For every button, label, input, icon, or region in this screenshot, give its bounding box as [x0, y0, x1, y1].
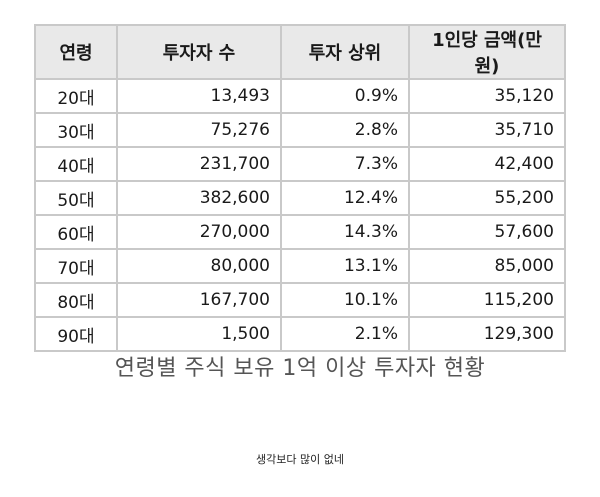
cell-amount-per-person: 129,300 — [408, 316, 566, 352]
cell-age: 90대 — [34, 316, 118, 352]
cell-investor-count: 231,700 — [116, 146, 282, 182]
table-row: 60대 270,000 14.3% 57,600 — [34, 214, 566, 250]
cell-amount-per-person: 115,200 — [408, 282, 566, 318]
cell-amount-per-person: 35,120 — [408, 78, 566, 114]
table-row: 90대 1,500 2.1% 129,300 — [34, 316, 566, 352]
cell-age: 30대 — [34, 112, 118, 148]
table-header-row: 연령 투자자 수 투자 상위 1인당 금액(만원) — [34, 24, 566, 80]
cell-age: 50대 — [34, 180, 118, 216]
table-row: 50대 382,600 12.4% 55,200 — [34, 180, 566, 216]
cell-age: 80대 — [34, 282, 118, 318]
post-comment: 생각보다 많이 없네 — [256, 453, 344, 466]
header-amount-per-person: 1인당 금액(만원) — [408, 24, 566, 80]
cell-amount-per-person: 85,000 — [408, 248, 566, 284]
table-row: 20대 13,493 0.9% 35,120 — [34, 78, 566, 114]
table-caption: 연령별 주식 보유 1억 이상 투자자 현황 — [114, 356, 486, 381]
cell-investment-rank: 14.3% — [280, 214, 410, 250]
cell-investment-rank: 2.8% — [280, 112, 410, 148]
cell-investor-count: 13,493 — [116, 78, 282, 114]
cell-age: 40대 — [34, 146, 118, 182]
cell-age: 20대 — [34, 78, 118, 114]
header-age: 연령 — [34, 24, 118, 80]
table-row: 80대 167,700 10.1% 115,200 — [34, 282, 566, 318]
cell-investment-rank: 7.3% — [280, 146, 410, 182]
cell-investor-count: 80,000 — [116, 248, 282, 284]
header-investment-rank: 투자 상위 — [280, 24, 410, 80]
table-row: 40대 231,700 7.3% 42,400 — [34, 146, 566, 182]
cell-amount-per-person: 35,710 — [408, 112, 566, 148]
cell-amount-per-person: 55,200 — [408, 180, 566, 216]
table-row: 70대 80,000 13.1% 85,000 — [34, 248, 566, 284]
header-investor-count: 투자자 수 — [116, 24, 282, 80]
cell-investment-rank: 10.1% — [280, 282, 410, 318]
investor-stats-table-container: 연령 투자자 수 투자 상위 1인당 금액(만원) 20대 13,493 0.9… — [34, 24, 566, 352]
cell-amount-per-person: 57,600 — [408, 214, 566, 250]
cell-investment-rank: 0.9% — [280, 78, 410, 114]
investor-stats-table: 연령 투자자 수 투자 상위 1인당 금액(만원) 20대 13,493 0.9… — [34, 24, 566, 352]
cell-investor-count: 75,276 — [116, 112, 282, 148]
table-row: 30대 75,276 2.8% 35,710 — [34, 112, 566, 148]
cell-investment-rank: 13.1% — [280, 248, 410, 284]
cell-investor-count: 382,600 — [116, 180, 282, 216]
cell-age: 70대 — [34, 248, 118, 284]
cell-age: 60대 — [34, 214, 118, 250]
cell-investor-count: 167,700 — [116, 282, 282, 318]
cell-investor-count: 270,000 — [116, 214, 282, 250]
cell-amount-per-person: 42,400 — [408, 146, 566, 182]
cell-investment-rank: 12.4% — [280, 180, 410, 216]
cell-investment-rank: 2.1% — [280, 316, 410, 352]
cell-investor-count: 1,500 — [116, 316, 282, 352]
